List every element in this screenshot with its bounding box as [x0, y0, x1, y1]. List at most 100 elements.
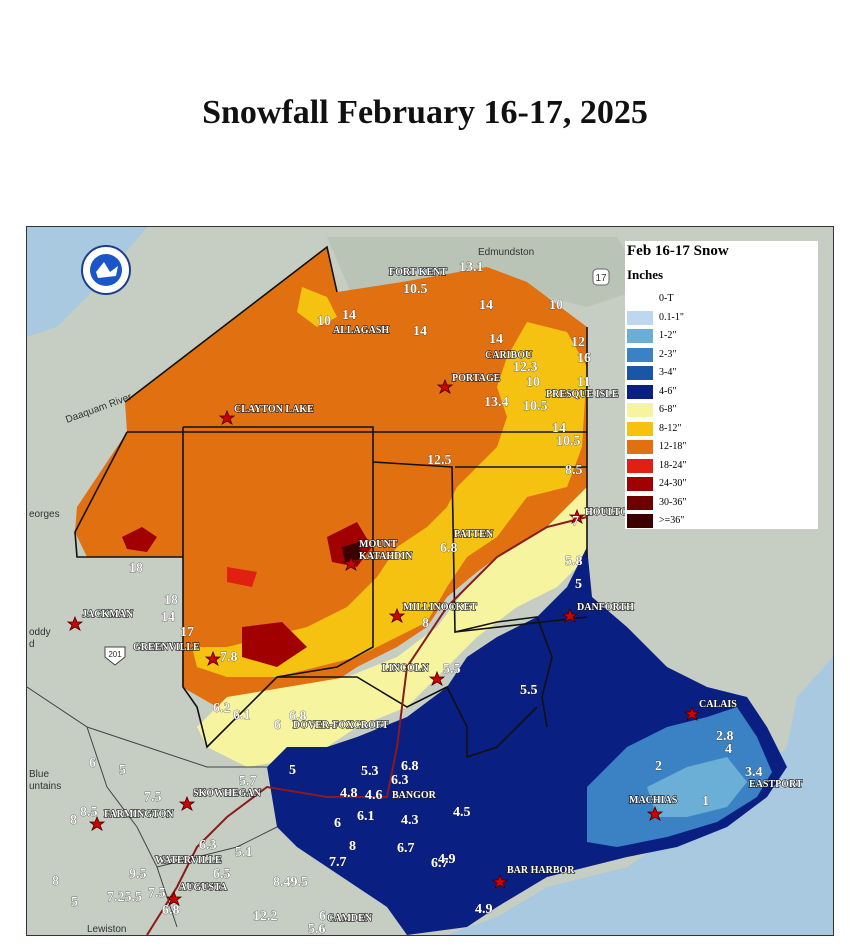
snow-report: 6.7: [431, 856, 449, 871]
snow-report: 8.49.5: [273, 875, 308, 890]
city-label: FORT KENT: [389, 267, 447, 278]
snow-band-8-12-b: [192, 322, 587, 677]
snow-report: 6: [274, 718, 281, 733]
legend-entry: 0.1-1": [627, 310, 817, 327]
city-label: MILLINOCKET: [403, 602, 477, 613]
snow-report: 14: [161, 610, 175, 625]
snow-report: 10.5: [523, 399, 548, 414]
legend-label: 18-24": [659, 459, 687, 471]
snow-report: 18: [129, 561, 143, 576]
snow-band-24-30-a: [122, 527, 157, 552]
snow-report: 7.5: [148, 886, 166, 901]
place-label-d: d: [29, 639, 35, 650]
city-label: CAMDEN: [327, 913, 373, 924]
snow-report: 6.3: [391, 773, 409, 788]
star-icon: [165, 890, 183, 906]
city-label: FARMINGTON: [104, 809, 174, 820]
snow-report: 9.5: [129, 867, 147, 882]
legend-entry: 12-18": [627, 439, 817, 456]
snow-report: 10: [549, 298, 563, 313]
legend-entry: 18-24": [627, 458, 817, 475]
city-label: AUGUSTA: [179, 882, 228, 893]
place-label-lewiston: Lewiston: [87, 924, 126, 935]
place-label-oddy: oddy: [29, 627, 51, 638]
city-label: BANGOR: [392, 790, 437, 801]
star-icon: [436, 378, 454, 394]
legend-swatch: [627, 495, 653, 510]
star-icon: [428, 670, 446, 686]
snow-report: 8: [70, 813, 77, 828]
city-label: KATAHDIN: [359, 551, 413, 562]
page-title: Snowfall February 16-17, 2025: [202, 94, 648, 131]
legend-swatch: [627, 477, 653, 491]
snow-report: 14: [342, 308, 356, 323]
snow-report: 4.6: [365, 788, 383, 803]
svg-text:17: 17: [595, 273, 607, 284]
snow-report: 5: [575, 577, 582, 592]
city-label: JACKMAN: [82, 609, 134, 620]
county-boundaries: [74, 245, 588, 759]
legend-label: 0-T: [659, 293, 674, 304]
snow-band-6-8: [197, 487, 587, 767]
snow-report: 7.8: [220, 650, 238, 665]
snow-band-24-30-c: [242, 622, 307, 667]
city-label: CLAYTON LAKE: [234, 404, 314, 415]
snow-report: 13.1: [459, 260, 484, 275]
snow-report: 12.3: [513, 360, 538, 375]
place-label-mountains: untains: [29, 781, 61, 792]
legend-label: 1-2": [659, 330, 677, 341]
snow-report: 5.5: [520, 683, 538, 698]
snow-report: 1: [702, 794, 709, 809]
legend-label: 4-6": [659, 385, 677, 397]
legend-label: 8-12": [659, 422, 682, 434]
snow-report: 10.5: [403, 282, 428, 297]
legend-entry: 8-12": [627, 421, 817, 438]
snow-report: 8.5: [80, 805, 98, 820]
snow-report: 6: [334, 816, 341, 831]
snow-report: 2.8: [716, 729, 734, 744]
city-label: GREENVILLE: [133, 642, 200, 653]
star-icon: [491, 873, 509, 889]
city-label: PATTEN: [454, 529, 494, 540]
star-icon: [66, 615, 84, 631]
legend-entry: 30-36": [627, 495, 817, 512]
legend-label: 12-18": [659, 441, 687, 452]
legend-swatch: [627, 403, 653, 417]
snow-report: 6: [89, 756, 96, 771]
snowfall-map[interactable]: Edmundston Daaquam River eorges Blue unt…: [26, 226, 834, 936]
city-label: HOULTO: [585, 507, 628, 518]
city-label: CARIBOU: [485, 350, 532, 361]
star-icon: [388, 607, 406, 623]
snow-report: 6.8: [162, 903, 180, 918]
snow-band-12-18: [75, 247, 587, 707]
interstate-95: [146, 516, 588, 935]
snow-report: 14: [479, 298, 493, 313]
snow-report: 13.4: [484, 395, 509, 410]
legend-entry: 0-T: [627, 291, 817, 308]
legend-swatch: [627, 347, 653, 362]
legend-label: 24-30": [659, 478, 687, 489]
snow-report: 6.1: [233, 708, 251, 723]
legend-label: 2-3": [659, 348, 677, 360]
star-icon: [88, 815, 106, 831]
city-label: MACHIAS: [629, 795, 678, 806]
legend-units: Inches: [627, 267, 664, 282]
snow-report: 4.8: [340, 786, 358, 801]
legend-label: >=36": [659, 515, 685, 526]
snow-report: 8: [52, 874, 59, 889]
snow-report: 12: [571, 335, 585, 350]
snow-report: 10: [526, 375, 540, 390]
route-17-shield-icon: 17: [592, 268, 610, 286]
city-label: BAR HARBOR: [507, 865, 575, 876]
snow-report: 18: [164, 593, 178, 608]
legend-swatch: [627, 458, 653, 473]
legend-swatch: [627, 514, 653, 528]
star-icon: [204, 650, 222, 666]
svg-text:201: 201: [108, 650, 122, 659]
city-label: EASTPORT: [749, 779, 803, 790]
snow-report: 6.3: [199, 838, 217, 853]
snow-report: 17: [180, 625, 194, 640]
snow-report: 10.5: [556, 434, 581, 449]
snow-report: 5.1: [235, 845, 253, 860]
snow-report: 5.5: [443, 662, 461, 677]
